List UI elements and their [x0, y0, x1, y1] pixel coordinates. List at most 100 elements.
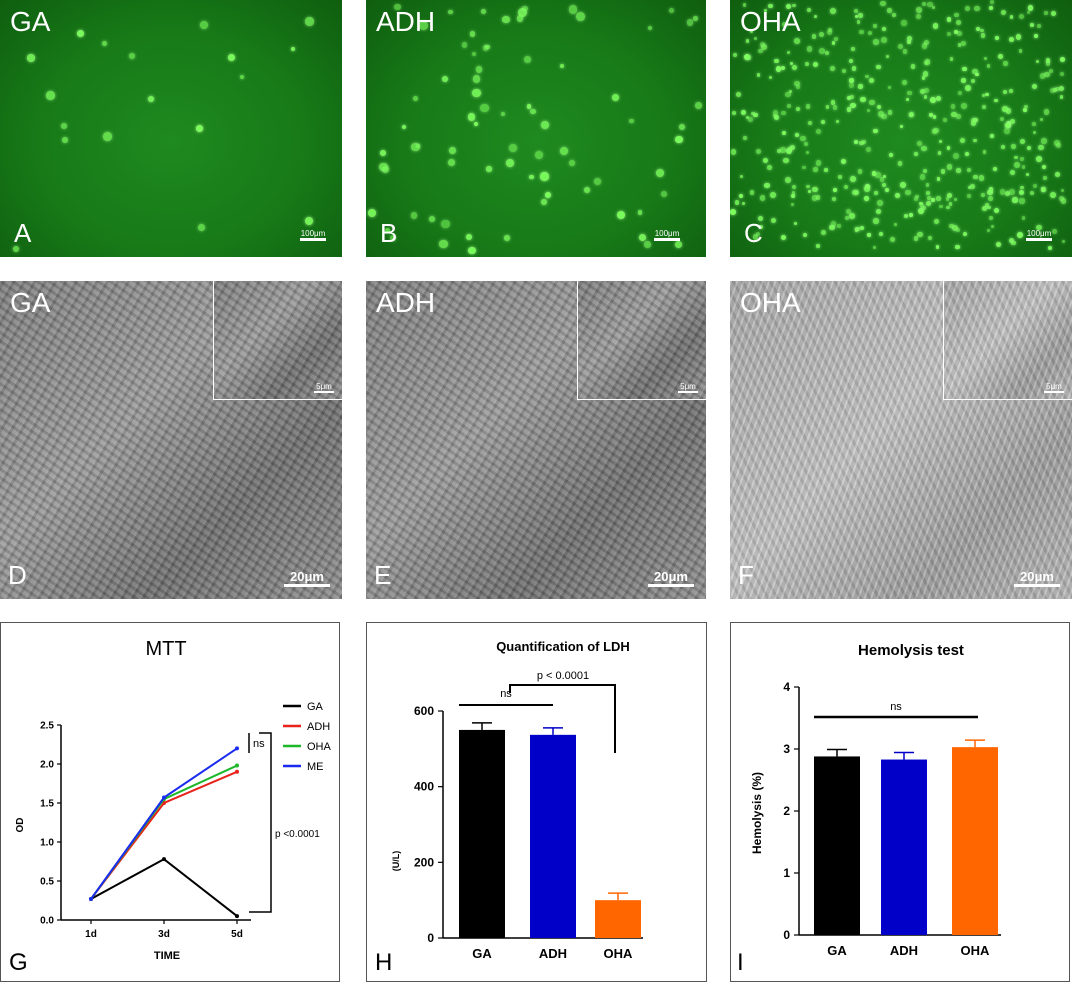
cell-dot	[1050, 192, 1057, 198]
legend-label-ga: GA	[307, 701, 324, 713]
cell-dot	[915, 13, 922, 19]
cell-dot	[745, 39, 749, 43]
cell-dot	[936, 96, 942, 102]
cell-dot	[734, 200, 740, 205]
inset-scale-label: 5μm	[1046, 382, 1062, 391]
y-axis-label: Hemolysis (%)	[750, 772, 764, 854]
cell-dot	[1030, 23, 1035, 28]
cell-dot	[480, 103, 489, 113]
cell-dot	[953, 197, 958, 202]
cell-dot	[921, 76, 926, 80]
cell-dot	[674, 241, 682, 249]
cell-dot	[1025, 172, 1030, 177]
ns-annotation: ns	[890, 701, 902, 713]
x-tick-label: ADH	[539, 946, 567, 961]
cell-dot	[540, 172, 549, 181]
panel-letter: B	[380, 218, 398, 248]
cell-dot	[200, 21, 208, 29]
cell-dot	[793, 222, 797, 226]
x-tick-label: 3d	[158, 929, 170, 940]
data-point-adh	[235, 769, 239, 774]
cell-dot	[1054, 171, 1060, 177]
cell-dot	[994, 36, 999, 40]
panel-letter: G	[9, 949, 28, 976]
cell-dot	[1037, 24, 1042, 29]
cell-dot	[905, 189, 911, 195]
cell-dot	[827, 29, 833, 35]
cell-dot	[948, 202, 953, 206]
group-label: GA	[10, 287, 51, 318]
cell-dot	[792, 64, 798, 70]
cell-dot	[859, 140, 864, 146]
cell-dot	[806, 184, 810, 188]
cell-dot	[994, 98, 998, 103]
cell-dot	[859, 29, 864, 35]
cell-dot	[933, 218, 940, 225]
sem-panel-adh: 5μm ADH E 20μm	[366, 281, 706, 599]
cell-dot	[780, 146, 786, 153]
cell-dot	[851, 47, 855, 51]
cell-dot	[929, 97, 936, 104]
cell-dot	[60, 122, 67, 129]
cell-dot	[1039, 73, 1046, 79]
cell-dot	[466, 233, 473, 240]
hemolysis-chart: Hemolysis test Hemolysis (%) 0 1 2 3 4 GA ADH O…	[750, 642, 1001, 958]
cell-dot	[789, 61, 793, 65]
cell-dot	[527, 104, 532, 109]
fluorescence-panel-adh: ADH B 100μm	[366, 0, 706, 257]
cell-dot	[824, 51, 829, 56]
cell-dot	[801, 165, 806, 170]
cell-dot	[923, 168, 928, 174]
cell-dot	[955, 113, 961, 119]
cell-dot	[993, 167, 997, 171]
sem-panel-oha: 5μm OHA F 20μm	[730, 281, 1072, 599]
cell-dot	[843, 184, 849, 190]
cell-dot	[1060, 56, 1066, 62]
bar-oha	[595, 900, 641, 938]
cell-dot	[790, 144, 796, 150]
cell-dot	[540, 198, 548, 206]
ldh-chart-panel: Quantification of LDH (U/L) 0 200 400 600 GA…	[366, 622, 707, 982]
cell-dot	[384, 228, 390, 234]
scale-label: 100μm	[1026, 229, 1052, 238]
cell-dot	[1019, 156, 1024, 161]
cell-dot	[903, 214, 908, 218]
cell-dot	[1001, 10, 1007, 16]
cell-dot	[917, 208, 924, 215]
cell-dot	[1011, 144, 1016, 149]
cell-dot	[960, 41, 967, 47]
cell-dot	[806, 46, 813, 52]
cell-dot	[1055, 86, 1060, 92]
cell-dot	[1050, 87, 1056, 93]
cell-dot	[901, 20, 907, 26]
cell-dot	[1015, 34, 1022, 40]
cell-dot	[876, 105, 881, 110]
cell-dot	[198, 223, 206, 231]
cell-dot	[732, 110, 736, 115]
cell-dot	[932, 129, 937, 134]
fluorescence-panel-ga: GA A 100μm	[0, 0, 342, 257]
cell-dot	[882, 27, 886, 31]
cell-dot	[971, 79, 976, 84]
bar-ga	[814, 756, 860, 935]
cell-dot	[1009, 118, 1015, 124]
cell-dot	[906, 97, 910, 101]
cell-dot	[921, 145, 927, 151]
cell-dot	[970, 117, 977, 124]
cell-dot	[473, 121, 479, 127]
cell-dot	[978, 174, 985, 181]
cell-dot	[989, 6, 993, 11]
cell-dot	[926, 196, 931, 201]
cell-dot	[763, 158, 768, 163]
cell-dot	[824, 168, 828, 172]
data-point-ga	[162, 857, 166, 862]
cell-dot	[807, 120, 813, 126]
cell-dot	[27, 54, 35, 62]
cell-dot	[907, 90, 912, 96]
cell-dot	[803, 142, 808, 147]
cell-dot	[863, 195, 869, 201]
cell-dot	[946, 205, 950, 210]
cell-dot	[1059, 95, 1064, 99]
cell-dot	[782, 130, 787, 135]
scale-label: 20μm	[290, 569, 324, 584]
